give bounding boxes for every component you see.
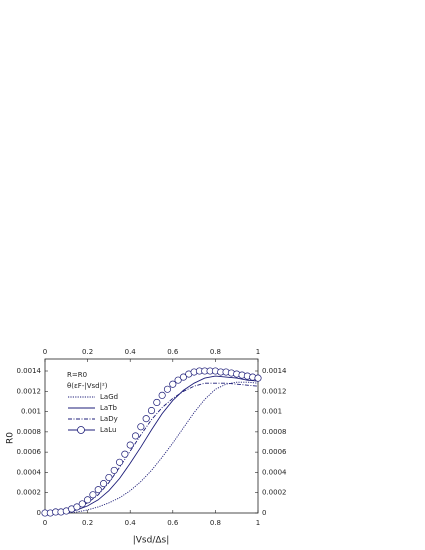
series-line <box>45 375 259 514</box>
x-tick-label-top: 0 <box>43 348 47 356</box>
y-tick-label: 0.0002 <box>17 489 42 497</box>
x-tick-label: 0.8 <box>210 519 221 527</box>
data-point <box>147 407 156 415</box>
y-tick-label-right: 0.001 <box>262 408 282 416</box>
y-tick-label-right: 0.0012 <box>262 387 287 395</box>
data-point <box>126 441 134 449</box>
x-tick-label: 0.4 <box>125 519 137 527</box>
data-point <box>169 380 177 388</box>
y-tick-label: 0.001 <box>21 408 41 416</box>
data-point <box>153 398 161 406</box>
data-point <box>137 423 145 431</box>
x-tick-label: 0.6 <box>167 519 179 527</box>
y-tick-label-right: 0.0004 <box>262 468 287 476</box>
x-tick-label: 1 <box>256 519 260 527</box>
series-line <box>45 382 259 514</box>
legend-label: LaDy <box>100 415 118 423</box>
x-tick-label-top: 1 <box>256 348 260 356</box>
y-tick-label: 0 <box>37 509 41 517</box>
data-point <box>73 503 81 511</box>
y-axis-label: R0 <box>6 432 16 444</box>
legend-label: LaTb <box>100 404 117 412</box>
data-point <box>163 385 172 393</box>
data-point <box>121 450 129 458</box>
plot-frame <box>44 358 259 514</box>
data-point <box>254 374 262 382</box>
series-line <box>45 381 259 514</box>
data-point <box>110 466 118 474</box>
x-tick-label-top: 0.2 <box>82 348 93 356</box>
y-tick-label-right: 0.0002 <box>262 489 287 497</box>
data-point <box>89 491 97 499</box>
y-tick-label: 0.0014 <box>17 367 42 375</box>
data-point <box>174 376 182 384</box>
x-tick-label-top: 0.4 <box>125 348 137 356</box>
data-point <box>131 432 140 440</box>
legend-label: LaGd <box>100 393 118 401</box>
legend-swatch <box>77 426 85 434</box>
y-tick-label-right: 0.0008 <box>262 428 287 436</box>
y-tick-label-right: 0.0014 <box>262 367 287 375</box>
data-point <box>78 500 86 508</box>
y-tick-label-right: 0.0006 <box>262 448 287 456</box>
y-tick-label: 0.0004 <box>17 468 42 476</box>
legend-title: θ(εF-|Vsd|²) <box>67 382 108 390</box>
x-tick-label: 0.2 <box>82 519 93 527</box>
data-point <box>158 391 166 399</box>
x-tick-label-top: 0.6 <box>167 348 179 356</box>
y-tick-label: 0.0008 <box>17 428 42 436</box>
data-point <box>94 486 102 494</box>
data-point <box>116 458 124 466</box>
legend-label: LaLu <box>100 426 116 434</box>
data-point <box>100 480 108 488</box>
x-axis-label: |Vsd/Δs| <box>133 536 170 546</box>
data-point <box>179 373 188 381</box>
y-tick-label: 0.0012 <box>17 387 42 395</box>
x-tick-label-top: 0.8 <box>210 348 221 356</box>
y-tick-label-right: 0 <box>262 509 266 517</box>
legend-title: R=R0 <box>67 371 87 379</box>
data-point <box>105 473 113 482</box>
y-tick-label: 0.0006 <box>17 448 42 456</box>
data-point <box>142 415 150 423</box>
x-tick-label: 0 <box>43 519 47 527</box>
data-point <box>84 496 92 504</box>
